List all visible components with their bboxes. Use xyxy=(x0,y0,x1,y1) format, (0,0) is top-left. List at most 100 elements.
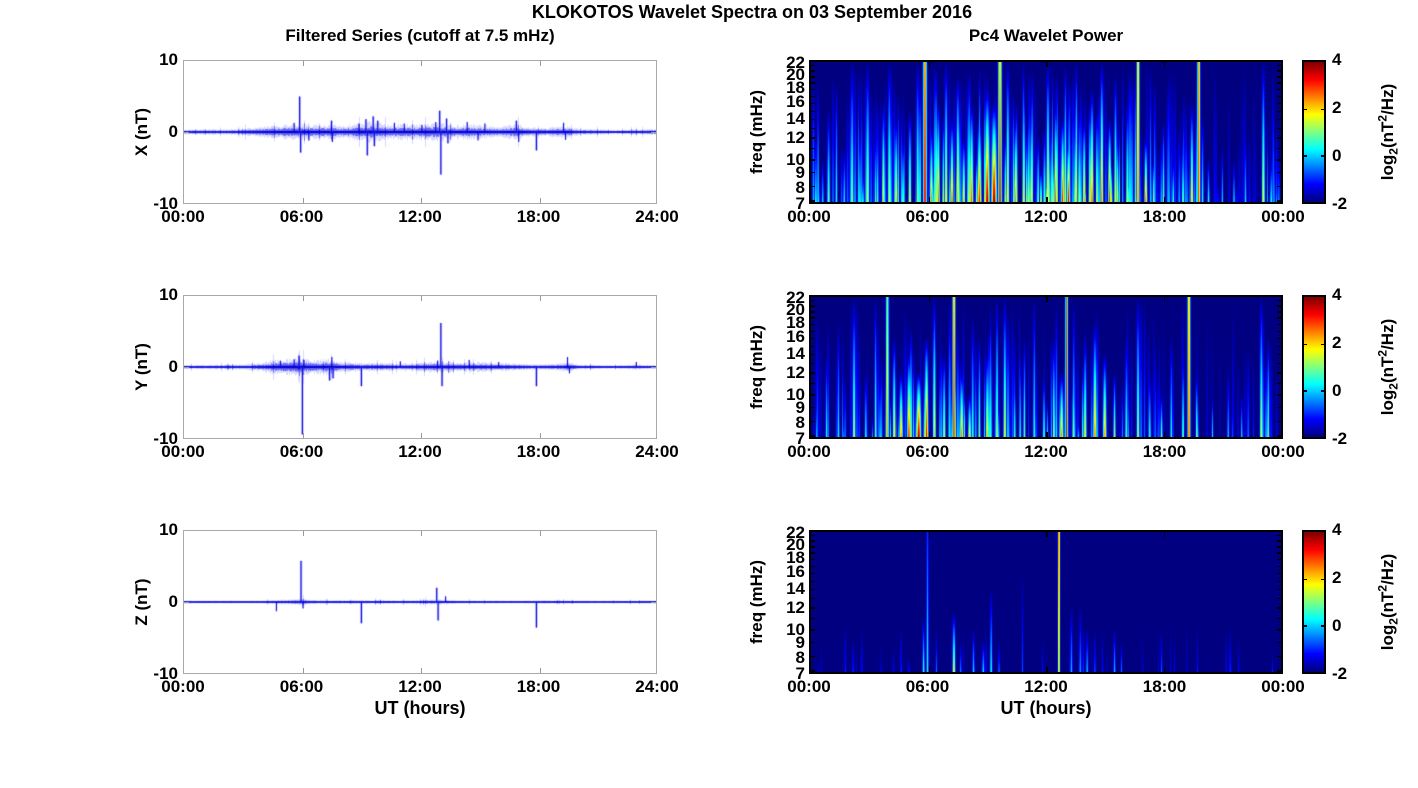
tick-mark xyxy=(1163,197,1165,202)
y-wavelet-power-heatmap xyxy=(811,297,1281,437)
y-tick-label: -10 xyxy=(153,664,178,683)
cb-label-mid: (nT xyxy=(1378,591,1398,619)
tick-mark xyxy=(651,132,656,133)
tick-mark xyxy=(1277,435,1281,437)
tick-mark xyxy=(1046,532,1048,537)
tick-mark xyxy=(811,110,815,113)
tick-mark xyxy=(811,102,815,105)
tick-mark xyxy=(1277,95,1281,98)
freq-tick-label: 14 xyxy=(786,343,805,363)
tick-mark xyxy=(1277,102,1281,105)
y-tick-label: 10 xyxy=(159,520,178,539)
tick-mark xyxy=(811,617,815,620)
x-tick-label: 12:00 xyxy=(1024,442,1068,461)
tick-mark xyxy=(1321,390,1324,392)
tick-mark xyxy=(1277,171,1281,174)
freq-tick-label: 9 xyxy=(795,398,805,417)
tick-mark xyxy=(1277,655,1281,658)
tick-mark xyxy=(1304,390,1307,392)
tick-mark xyxy=(1277,394,1281,396)
right-ut-hours-label: UT (hours) xyxy=(1000,698,1092,718)
tick-mark xyxy=(811,147,815,150)
tick-mark xyxy=(811,572,815,575)
freq-tick-label: 20 xyxy=(786,64,805,84)
tick-mark xyxy=(811,540,815,542)
tick-mark xyxy=(1277,127,1281,130)
tick-mark xyxy=(1163,297,1165,302)
x-tick-label: 06:00 xyxy=(905,207,950,226)
tick-mark xyxy=(811,655,815,658)
colorbar-z-label: log2(nT2/Hz) xyxy=(1375,554,1400,650)
cb-label-mid: (nT xyxy=(1378,121,1398,149)
colorbar-tick-label: 4 xyxy=(1332,520,1342,539)
figure-suptitle: KLOKOTOS Wavelet Spectra on 03 September… xyxy=(531,2,973,22)
cb-label-pre: log xyxy=(1378,624,1398,651)
tick-mark xyxy=(1046,197,1048,202)
tick-mark xyxy=(1277,64,1281,67)
colorbar-tick-label: 4 xyxy=(1332,285,1342,304)
x-tick-label: 18:00 xyxy=(516,677,561,696)
tick-mark xyxy=(1277,317,1281,319)
tick-mark xyxy=(1321,625,1324,627)
tick-mark xyxy=(811,362,815,365)
colorbar-tick-label: -2 xyxy=(1332,664,1348,683)
tick-mark xyxy=(811,137,815,139)
freq-tick-label: 22 xyxy=(786,287,805,307)
tick-mark xyxy=(651,367,656,368)
tick-mark xyxy=(811,394,815,396)
x-filtered-series-plot xyxy=(184,61,656,203)
z-filtered-series-panel xyxy=(183,530,657,674)
colorbar-x xyxy=(1302,60,1326,204)
tick-mark xyxy=(421,61,422,66)
tick-mark xyxy=(1163,432,1165,437)
tick-mark xyxy=(811,552,815,554)
tick-mark xyxy=(811,588,815,591)
y-wavelet-power-panel xyxy=(809,295,1283,439)
tick-mark xyxy=(811,629,815,631)
tick-mark xyxy=(1277,670,1281,672)
freq-tick-label: 9 xyxy=(795,633,805,652)
tick-mark xyxy=(539,61,541,66)
cb-label-sub: 2 xyxy=(1386,618,1401,625)
x-tick-label: 24:00 xyxy=(635,442,679,461)
tick-mark xyxy=(1046,297,1048,302)
y-tick-label: -10 xyxy=(153,429,178,448)
tick-mark xyxy=(1277,159,1281,161)
tick-mark xyxy=(1321,578,1324,581)
tick-mark xyxy=(539,531,541,536)
tick-mark xyxy=(1277,70,1281,72)
freq-tick-label: 18 xyxy=(786,77,805,97)
freq-tick-label: 18 xyxy=(786,312,805,332)
tick-mark xyxy=(811,330,815,333)
tick-mark xyxy=(421,198,422,203)
tick-mark xyxy=(1277,185,1281,188)
x-tick-label: 00:00 xyxy=(787,677,831,696)
colorbar-tick-label: 2 xyxy=(1332,332,1342,352)
cb-label-pre: log xyxy=(1378,154,1398,181)
y-tick-label: 0 xyxy=(168,592,178,611)
tick-mark xyxy=(811,323,815,326)
freq-tick-label: 12 xyxy=(786,597,805,617)
tick-mark xyxy=(811,159,815,161)
y-tick-label: -10 xyxy=(153,194,178,213)
freq-tick-label: 8 xyxy=(795,412,805,432)
right-column-title: Pc4 Wavelet Power xyxy=(968,26,1124,45)
z-wavelet-power-heatmap xyxy=(811,532,1281,672)
tick-mark xyxy=(811,311,815,313)
freq-tick-label: 14 xyxy=(786,578,805,598)
x-tick-label: 00:00 xyxy=(1261,207,1305,226)
tick-mark xyxy=(1277,607,1281,609)
tick-mark xyxy=(1277,118,1281,121)
left-column-title: Filtered Series (cutoff at 7.5 mHz) xyxy=(285,26,555,45)
tick-mark xyxy=(1163,667,1165,672)
freq-tick-label: 20 xyxy=(786,299,805,319)
tick-mark xyxy=(1277,534,1281,537)
tick-mark xyxy=(302,668,304,673)
tick-mark xyxy=(811,317,815,319)
colorbar-x-gradient xyxy=(1304,62,1324,202)
tick-mark xyxy=(811,64,815,67)
x-wavelet-power-panel xyxy=(809,60,1283,204)
freq-tick-label: 20 xyxy=(786,534,805,554)
colorbar-tick-label: 0 xyxy=(1332,146,1342,165)
